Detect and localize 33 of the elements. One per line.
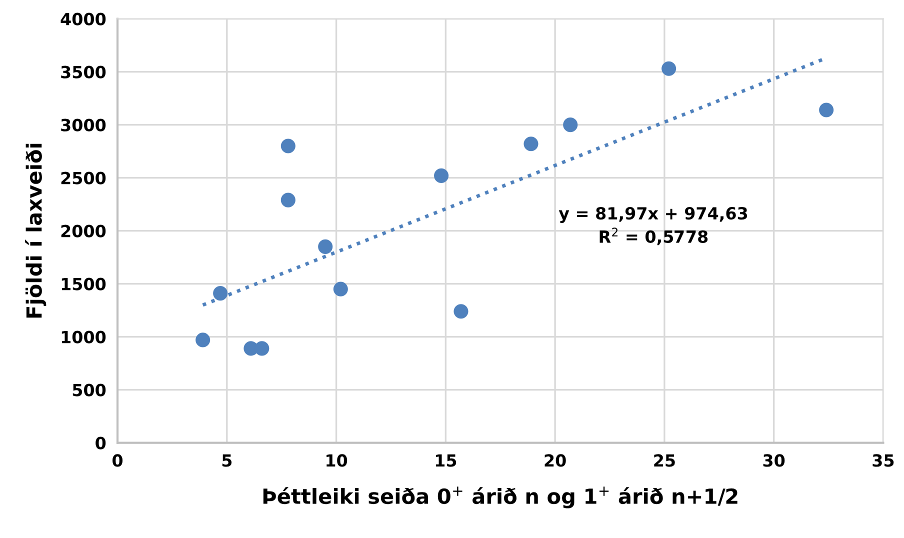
point — [524, 136, 538, 152]
y-tick-label: 3000 — [61, 118, 106, 132]
y-tick-label: 3500 — [61, 66, 106, 78]
y-tick-label: 1000 — [62, 330, 106, 344]
point — [280, 192, 296, 208]
x-tick-label: 0 — [112, 454, 123, 467]
y-axis-title: Fjöldi í laxveiði — [24, 144, 46, 318]
point — [318, 239, 333, 254]
y-tick-label: 0 — [96, 436, 106, 450]
point — [280, 138, 296, 154]
x-tick-label: 10 — [326, 454, 348, 467]
y-tick-label: 1500 — [62, 278, 106, 290]
x-tick-label: 35 — [872, 454, 894, 467]
y-tick-label: 2500 — [61, 172, 106, 184]
point — [196, 332, 210, 348]
point — [333, 282, 348, 296]
y-tick-label: 2000 — [61, 224, 106, 238]
point — [434, 168, 449, 183]
point — [563, 118, 578, 132]
annotation: y = 81,97x + 974,63 R$^{2}$ = 0,5778 — [558, 206, 748, 246]
point — [213, 286, 228, 301]
y-tick-label: 4000 — [60, 12, 106, 26]
x-tick-label: 30 — [763, 454, 785, 467]
point — [454, 304, 468, 319]
point — [819, 102, 834, 118]
y-tick-label: 500 — [72, 384, 106, 396]
x-tick-label: 20 — [544, 454, 566, 467]
x-tick-label: 15 — [436, 454, 456, 467]
x-tick-label: 25 — [654, 454, 675, 467]
x-axis-title: Þéttleiki seiða 0$^{+}$ árið n og 1$^{+}$ árið n+1/2 — [263, 486, 738, 508]
x-tick-label: 5 — [222, 454, 232, 467]
point — [254, 341, 270, 356]
point — [662, 61, 676, 76]
